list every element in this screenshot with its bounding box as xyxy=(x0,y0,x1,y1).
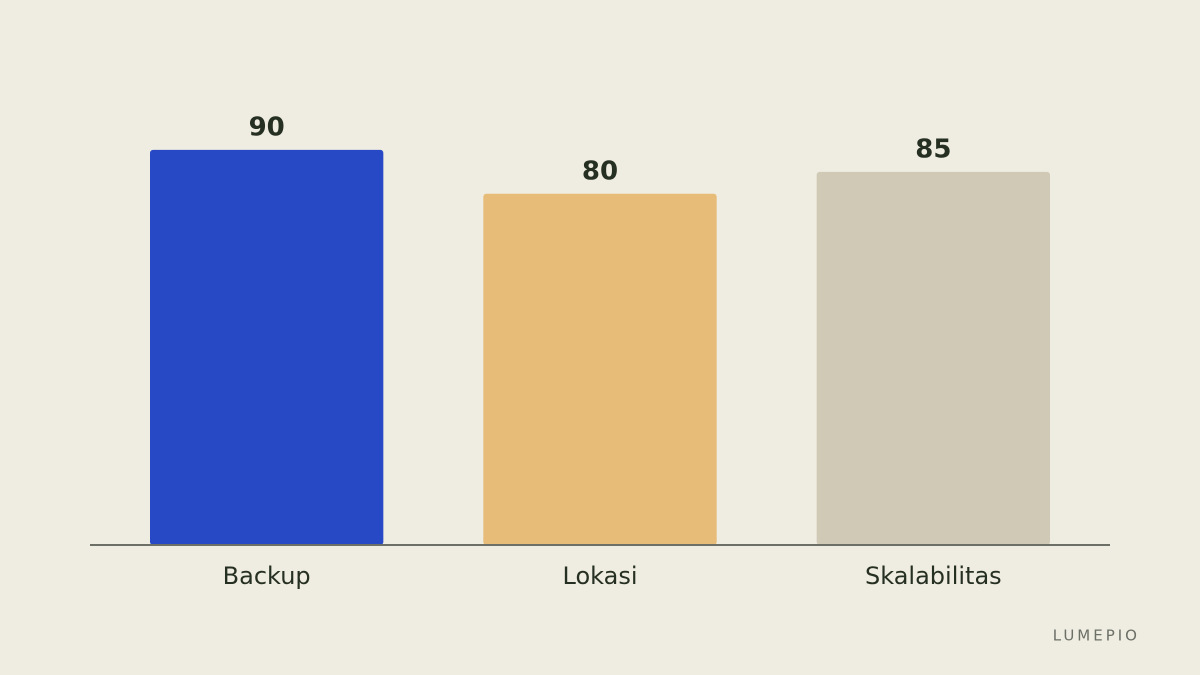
x-tick-label: Lokasi xyxy=(563,562,638,590)
bar xyxy=(483,193,717,546)
value-label: 80 xyxy=(582,156,618,186)
x-tick-label: Backup xyxy=(223,562,311,590)
value-label: 85 xyxy=(915,134,951,164)
x-tick-label: Skalabilitas xyxy=(865,562,1002,590)
bar xyxy=(150,149,384,545)
bar xyxy=(816,171,1050,545)
value-label: 90 xyxy=(249,112,285,142)
watermark: LUMEPIO xyxy=(1053,627,1140,645)
